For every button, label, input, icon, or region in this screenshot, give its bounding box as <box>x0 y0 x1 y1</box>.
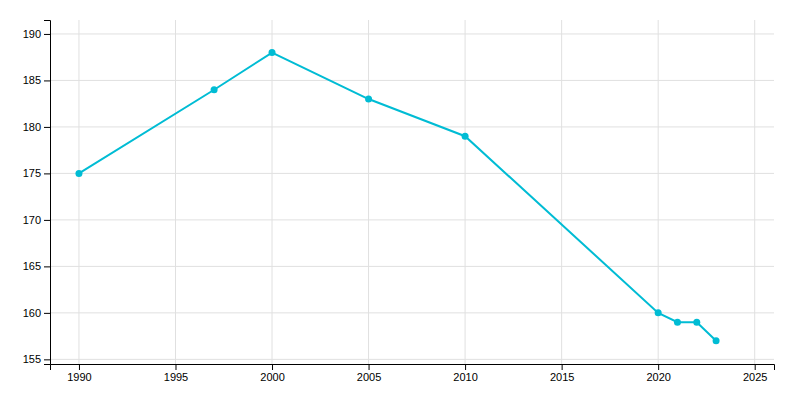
y-grid-line <box>50 33 774 34</box>
x-tick-label: 2015 <box>550 371 574 383</box>
y-grid-line <box>50 266 774 267</box>
chart-svg: 1990 1995 2000 2005 2010 2015 2020 2025 155 160 16… <box>0 0 800 400</box>
x-tick-label: 2025 <box>743 371 767 383</box>
x-tick: 2000 <box>260 364 284 383</box>
x-tick: 2010 <box>453 364 477 383</box>
x-tick-mark <box>658 364 659 370</box>
y-tick: 160 <box>23 307 50 319</box>
y-tick-mark <box>44 173 50 174</box>
y-tick-label: 170 <box>23 214 41 226</box>
data-point <box>365 96 372 103</box>
x-tick-mark <box>562 364 563 370</box>
x-tick-label: 2005 <box>357 371 381 383</box>
y-tick-label: 155 <box>23 353 41 365</box>
data-point <box>655 309 662 316</box>
y-tick-mark <box>44 313 50 314</box>
y-grid-line <box>50 80 774 81</box>
y-tick-label: 185 <box>23 74 41 86</box>
y-grid-line <box>50 173 774 174</box>
y-tick: 190 <box>23 28 50 40</box>
y-tick: 175 <box>23 167 50 179</box>
x-axis-line <box>51 365 775 371</box>
x-tick-mark <box>175 364 176 370</box>
data-point <box>462 133 469 140</box>
plot-area <box>75 49 719 344</box>
y-tick-label: 175 <box>23 167 41 179</box>
y-tick: 180 <box>23 121 50 133</box>
y-tick: 185 <box>23 74 50 86</box>
y-grid-line <box>50 359 774 360</box>
y-tick-mark <box>44 359 50 360</box>
x-tick-label: 2010 <box>453 371 477 383</box>
y-grid-line <box>50 312 774 313</box>
x-tick: 2025 <box>743 364 767 383</box>
x-tick: 2020 <box>646 364 670 383</box>
x-tick: 2015 <box>550 364 574 383</box>
data-point <box>693 319 700 326</box>
y-tick: 165 <box>23 260 50 272</box>
x-tick-label: 2000 <box>260 371 284 383</box>
y-grid-line <box>50 219 774 220</box>
y-axis: 155 160 165 170 175 180 185 190 <box>23 21 51 366</box>
grid <box>50 20 774 364</box>
y-tick-label: 180 <box>23 121 41 133</box>
y-tick-mark <box>44 34 50 35</box>
x-tick: 1995 <box>164 364 188 383</box>
x-tick-mark <box>465 364 466 370</box>
chart-container: 1990 1995 2000 2005 2010 2015 2020 2025 155 160 16… <box>0 0 800 400</box>
x-tick-mark <box>755 364 756 370</box>
x-tick: 2005 <box>357 364 381 383</box>
y-tick-mark <box>44 220 50 221</box>
y-tick-label: 160 <box>23 307 41 319</box>
x-tick-mark <box>272 364 273 370</box>
y-tick-label: 190 <box>23 28 41 40</box>
y-grid-line <box>50 126 774 127</box>
x-axis: 1990 1995 2000 2005 2010 2015 2020 2025 <box>51 364 775 383</box>
x-tick-mark <box>369 364 370 370</box>
y-tick-label: 165 <box>23 260 41 272</box>
y-tick-mark <box>44 80 50 81</box>
x-tick-label: 1995 <box>164 371 188 383</box>
y-tick-mark <box>44 266 50 267</box>
y-axis-line <box>44 21 51 365</box>
y-tick-mark <box>44 127 50 128</box>
data-point <box>75 170 82 177</box>
x-tick-label: 2020 <box>646 371 670 383</box>
x-tick-label: 1990 <box>67 371 91 383</box>
x-tick-mark <box>79 364 80 370</box>
data-point <box>713 337 720 344</box>
data-line <box>79 53 716 341</box>
data-point <box>269 49 276 56</box>
data-point <box>674 319 681 326</box>
data-point <box>211 86 218 93</box>
y-tick: 155 <box>23 353 50 365</box>
y-tick: 170 <box>23 214 50 226</box>
x-tick: 1990 <box>67 364 91 383</box>
